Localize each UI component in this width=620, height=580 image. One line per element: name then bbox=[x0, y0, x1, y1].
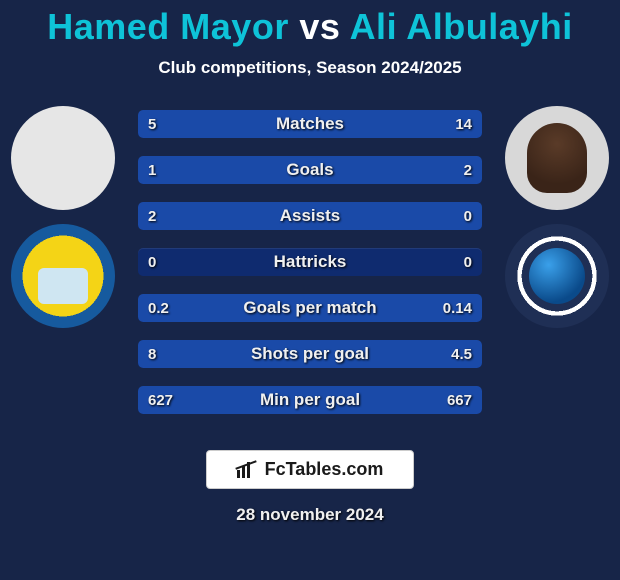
stat-value-right: 0 bbox=[454, 248, 482, 276]
stat-value-left: 627 bbox=[138, 386, 183, 414]
stat-value-right: 2 bbox=[454, 156, 482, 184]
comparison-content: Matches514Goals12Assists20Hattricks00Goa… bbox=[0, 106, 620, 446]
brand-box: FcTables.com bbox=[206, 450, 415, 489]
stat-bar: Goals1 2 bbox=[138, 156, 482, 184]
stat-label: Shots per goal bbox=[138, 340, 482, 368]
stat-bar: Shots per goal8 4.5 bbox=[138, 340, 482, 368]
stat-value-left: 0 bbox=[138, 248, 166, 276]
footer: FcTables.com 28 november 2024 bbox=[0, 450, 620, 525]
stat-bar: Goals per match0.2 0.14 bbox=[138, 294, 482, 322]
stat-label: Goals per match bbox=[138, 294, 482, 322]
player2-avatar bbox=[505, 106, 609, 210]
stat-value-right: 667 bbox=[437, 386, 482, 414]
right-column bbox=[502, 106, 612, 328]
stat-value-left: 5 bbox=[138, 110, 166, 138]
player2-club-badge bbox=[505, 224, 609, 328]
stat-bar: Matches5 14 bbox=[138, 110, 482, 138]
stat-label: Matches bbox=[138, 110, 482, 138]
brand-text: FcTables.com bbox=[265, 459, 384, 480]
stat-value-left: 2 bbox=[138, 202, 166, 230]
stat-label: Hattricks bbox=[138, 248, 482, 276]
comparison-title: Hamed Mayor vs Ali Albulayhi bbox=[0, 0, 620, 48]
stat-bars: Matches514Goals12Assists20Hattricks00Goa… bbox=[138, 110, 482, 414]
vs-text: vs bbox=[299, 6, 340, 47]
stat-bar: Assists2 0 bbox=[138, 202, 482, 230]
stat-value-right: 0.14 bbox=[433, 294, 482, 322]
stat-value-left: 8 bbox=[138, 340, 166, 368]
player1-club-badge bbox=[11, 224, 115, 328]
stat-value-left: 1 bbox=[138, 156, 166, 184]
player1-avatar bbox=[11, 106, 115, 210]
stat-value-left: 0.2 bbox=[138, 294, 179, 322]
player2-name: Ali Albulayhi bbox=[350, 6, 573, 47]
stat-value-right: 14 bbox=[445, 110, 482, 138]
stat-label: Goals bbox=[138, 156, 482, 184]
date-text: 28 november 2024 bbox=[236, 505, 383, 525]
left-column bbox=[8, 106, 118, 328]
stat-bar: Min per goal627 667 bbox=[138, 386, 482, 414]
subtitle: Club competitions, Season 2024/2025 bbox=[0, 58, 620, 78]
stat-label: Min per goal bbox=[138, 386, 482, 414]
stat-bar: Hattricks0 0 bbox=[138, 248, 482, 276]
stat-value-right: 4.5 bbox=[441, 340, 482, 368]
brand-chart-icon bbox=[237, 462, 257, 478]
stat-label: Assists bbox=[138, 202, 482, 230]
stat-value-right: 0 bbox=[454, 202, 482, 230]
player1-name: Hamed Mayor bbox=[47, 6, 289, 47]
